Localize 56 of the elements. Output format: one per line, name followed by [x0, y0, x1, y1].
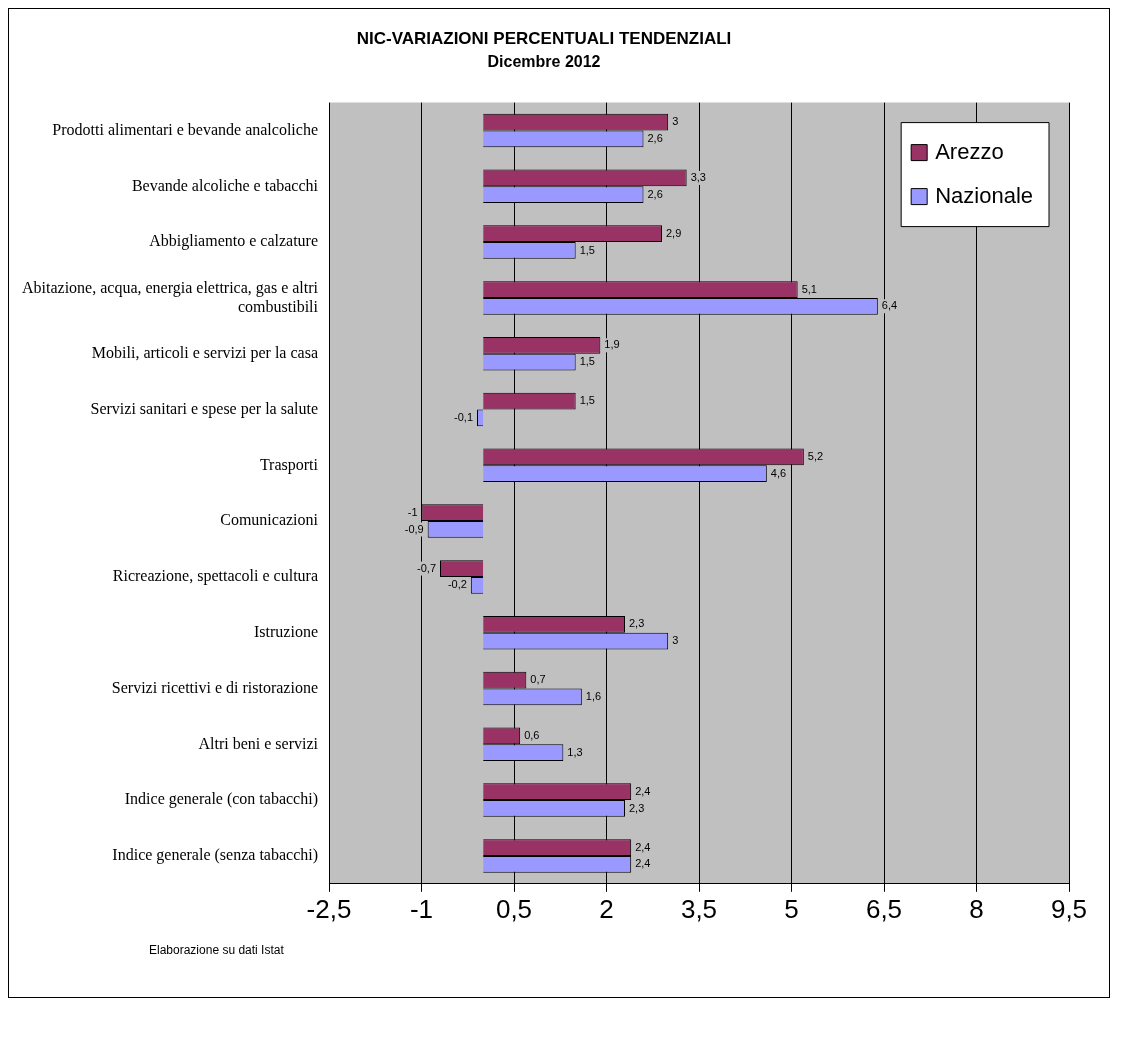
y-tick-label: Ricreazione, spettacoli e cultura [112, 567, 318, 586]
data-label: 3,3 [690, 170, 706, 183]
data-label: 4,6 [770, 466, 787, 479]
data-label: 2,4 [635, 840, 651, 853]
legend-label: Arezzo [935, 138, 1004, 164]
y-tick-label: Indice generale (senza tabacchi) [112, 846, 318, 865]
y-tick-label: Abitazione, acqua, energia elettrica, gas e altri combustibili [22, 278, 319, 315]
chart-title: NIC-VARIAZIONI PERCENTUALI TENDENZIALI [356, 28, 732, 48]
y-tick-label: Istruzione [254, 622, 318, 640]
data-label: 0,7 [530, 673, 546, 686]
data-label: -0,1 [454, 410, 474, 423]
data-label: -0,9 [404, 522, 424, 535]
y-tick-label: Prodotti alimentari e bevande analcoliche [52, 120, 318, 138]
x-tick-label: 9,5 [1050, 893, 1088, 924]
data-label: -0,7 [417, 561, 437, 574]
data-label: 5,2 [807, 449, 824, 462]
data-label: 5,1 [801, 282, 817, 295]
text: Elaborazione su dati Istat [148, 942, 285, 959]
data-label: -0,2 [447, 578, 467, 591]
y-tick-label: Bevande alcoliche e tabacchi [131, 176, 319, 194]
chart-subtitle: Dicembre 2012 [487, 53, 601, 71]
data-label: 1,5 [579, 243, 595, 256]
data-label: 2,6 [647, 131, 663, 144]
data-label: -1 [407, 505, 418, 518]
data-label: 1,3 [567, 745, 583, 758]
y-tick-label: Mobili, articoli e servizi per la casa [91, 343, 318, 362]
y-tick-label: Servizi sanitari e spese per la salute [90, 399, 318, 418]
y-tick-label: Abbigliamento e calzature [149, 232, 318, 251]
data-label: 2,9 [666, 226, 682, 239]
x-tick-label: 5 [784, 893, 799, 924]
y-tick-label: Altri beni e servizi [198, 734, 319, 752]
data-label: 2,6 [647, 187, 663, 200]
data-label: 3 [672, 115, 679, 128]
y-tick-label: Indice generale (con tabacchi) [124, 790, 318, 809]
y-tick-label: Trasporti [259, 455, 319, 474]
legend-label: Nazionale [935, 182, 1033, 208]
data-label: 2,3 [629, 801, 645, 814]
y-tick-label: Comunicazioni [220, 511, 319, 529]
data-label: 2,4 [635, 857, 651, 870]
data-label: 6,4 [881, 299, 898, 312]
x-tick-label: -1 [409, 893, 434, 924]
data-label: 0,6 [524, 728, 540, 741]
data-label: 2,3 [629, 617, 645, 630]
data-label: 1,6 [585, 689, 602, 702]
data-label: 3 [672, 634, 679, 647]
data-label: 1,5 [579, 355, 595, 368]
data-label: 1,9 [604, 338, 620, 351]
x-tick-label: -2,5 [306, 893, 352, 924]
x-tick-label: 2 [599, 893, 614, 924]
x-tick-label: 6,5 [865, 893, 903, 924]
x-tick-label: 0,5 [495, 893, 533, 924]
data-label: 2,4 [635, 784, 651, 797]
data-label: 1,5 [579, 394, 595, 407]
x-tick-label: 8 [969, 893, 984, 924]
y-tick-label: Servizi ricettivi e di ristorazione [111, 678, 318, 696]
x-tick-label: 3,5 [680, 893, 718, 924]
